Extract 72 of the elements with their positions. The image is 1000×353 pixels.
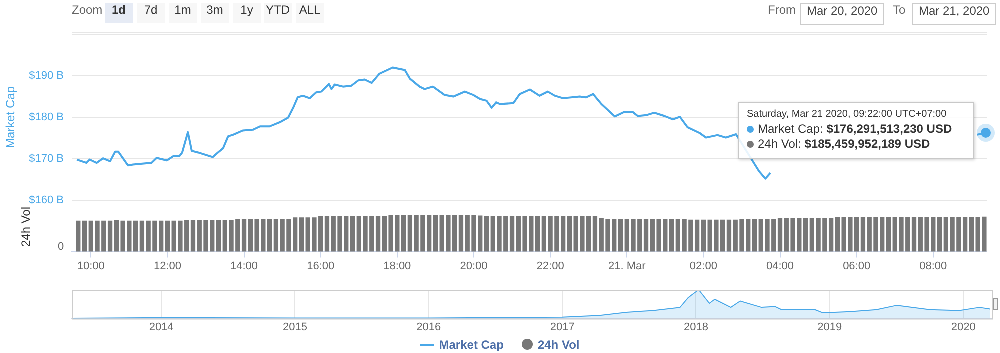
bar bbox=[669, 219, 674, 252]
bar bbox=[108, 220, 113, 252]
bar bbox=[458, 215, 464, 252]
bar bbox=[76, 220, 81, 252]
x-tick-label: 06:00 bbox=[843, 260, 871, 272]
bar bbox=[937, 217, 942, 252]
bar bbox=[350, 216, 356, 252]
x-tick-label: 2016 bbox=[416, 321, 442, 334]
x-tick-label: 2018 bbox=[684, 321, 708, 334]
y-tick-label: $180 B bbox=[29, 112, 64, 124]
x-tick-label: 2020 bbox=[951, 321, 976, 334]
annotation: Saturday, Mar 21 2020, 09:22:00 UTC+07:00 bbox=[747, 109, 948, 120]
legend-label: 24h Vol bbox=[538, 338, 580, 352]
x-tick-label: 2015 bbox=[282, 321, 308, 334]
range-button: ALL bbox=[296, 3, 324, 23]
range-button: 1d bbox=[105, 3, 133, 23]
bar bbox=[299, 218, 304, 252]
range-button: 1m bbox=[169, 3, 197, 23]
range-button: 1y bbox=[233, 3, 261, 23]
bar bbox=[644, 219, 649, 252]
legend-label: Market Cap bbox=[439, 338, 504, 352]
x-tick-label: 18:00 bbox=[384, 260, 412, 272]
y-axis-title: 24h Vol bbox=[19, 206, 33, 248]
y-axis-title: Market Cap bbox=[4, 86, 18, 149]
x-tick-label: 21. Mar bbox=[608, 260, 646, 272]
bar bbox=[242, 219, 247, 252]
annotation: Market Cap: $176,291,513,230 USD bbox=[758, 122, 952, 137]
x-tick-label: 10:00 bbox=[77, 260, 105, 272]
bar bbox=[860, 217, 866, 252]
bar bbox=[803, 218, 808, 252]
range-button: YTD bbox=[264, 3, 292, 23]
x-tick-label: 20:00 bbox=[460, 260, 488, 272]
bar bbox=[190, 220, 196, 252]
y-tick-label: $190 B bbox=[29, 70, 64, 82]
date-field: Mar 21, 2020 bbox=[912, 3, 996, 25]
bar bbox=[726, 220, 732, 252]
x-tick-label: 2014 bbox=[149, 321, 174, 334]
range-button: 3m bbox=[201, 3, 229, 23]
x-tick-label: 14:00 bbox=[230, 260, 258, 272]
bar bbox=[752, 219, 758, 252]
x-tick-label: 22:00 bbox=[536, 260, 564, 272]
x-tick-label: 04:00 bbox=[766, 260, 794, 272]
bar bbox=[778, 218, 783, 252]
x-tick-label: 02:00 bbox=[690, 260, 718, 272]
bar bbox=[592, 216, 598, 252]
bar bbox=[886, 217, 892, 252]
text: To bbox=[893, 3, 906, 19]
annotation: 24h Vol: $185,459,952,189 USD bbox=[758, 137, 930, 152]
bar bbox=[433, 215, 438, 252]
range-button: 7d bbox=[137, 3, 165, 23]
bar bbox=[165, 220, 170, 252]
bar bbox=[401, 215, 406, 252]
text: Zoom bbox=[72, 3, 103, 19]
text: 0 bbox=[58, 241, 64, 253]
bar bbox=[376, 216, 381, 252]
y-tick-label: $170 B bbox=[29, 152, 64, 165]
bar bbox=[216, 220, 222, 252]
x-tick-label: 12:00 bbox=[154, 260, 182, 272]
x-tick-label: 2017 bbox=[550, 321, 575, 334]
bar bbox=[618, 219, 624, 252]
bar bbox=[510, 216, 515, 252]
x-tick-label: 16:00 bbox=[307, 260, 335, 272]
bar bbox=[535, 216, 540, 252]
bar bbox=[82, 220, 88, 252]
x-tick-label: 2019 bbox=[818, 321, 842, 334]
bar bbox=[484, 216, 490, 252]
bar bbox=[912, 217, 917, 252]
y-tick-label: $160 B bbox=[29, 194, 64, 206]
bar bbox=[324, 216, 330, 252]
text: From bbox=[768, 3, 796, 19]
x-tick-label: 08:00 bbox=[920, 260, 948, 272]
date-field: Mar 20, 2020 bbox=[800, 3, 884, 25]
